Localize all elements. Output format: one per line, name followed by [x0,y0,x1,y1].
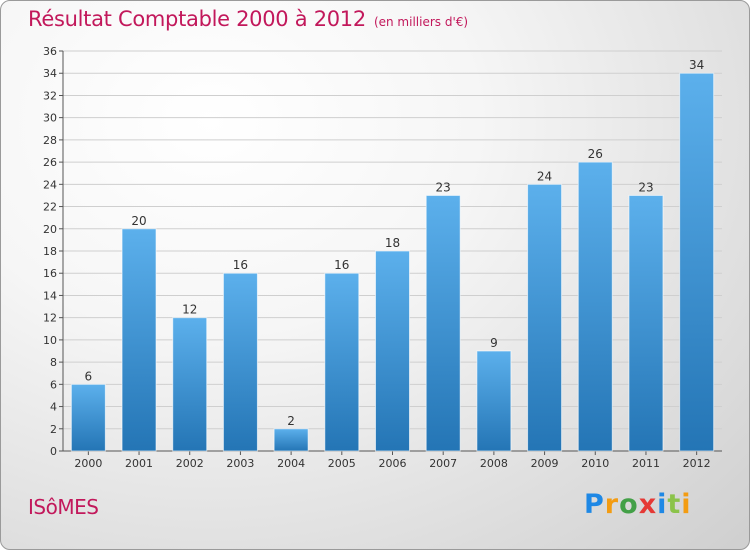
bar [628,194,664,452]
proxiti-logo: Proxiti [584,489,692,520]
y-tick-label: 16 [43,267,57,280]
x-tick-label: 2006 [379,457,407,470]
bar-value-label: 23 [436,180,451,194]
bar [70,383,106,452]
y-tick-label: 20 [43,223,57,236]
bar-value-label: 2 [287,414,295,428]
bar-value-label: 23 [638,180,653,194]
x-tick-label: 2000 [74,457,102,470]
x-tick-label: 2004 [277,457,305,470]
y-tick-label: 22 [43,201,57,214]
bar [222,272,258,452]
bar-value-label: 12 [182,303,197,317]
bar [324,272,360,452]
bar [172,317,208,452]
y-tick-label: 34 [43,67,57,80]
x-tick-label: 2011 [632,457,660,470]
bar-value-label: 34 [689,58,704,72]
x-tick-label: 2005 [328,457,356,470]
bar-value-label: 16 [334,258,349,272]
x-tick-label: 2001 [125,457,153,470]
bar [527,183,563,452]
x-tick-label: 2008 [480,457,508,470]
commune-name: ISôMES [28,495,99,519]
logo-letter: o [619,489,639,520]
bar-value-label: 24 [537,169,552,183]
bars [70,72,715,452]
chart-title-text: Résultat Comptable 2000 à 2012 [28,7,366,31]
logo-letter: x [638,489,658,520]
y-tick-label: 4 [50,401,57,414]
bar [476,350,512,452]
y-tick-label: 30 [43,112,57,125]
bar [577,161,613,452]
bar-value-label: 18 [385,236,400,250]
y-tick-label: 24 [43,178,57,191]
y-tick-label: 14 [43,289,57,302]
logo-letter: r [604,489,620,520]
y-tick-label: 26 [43,156,57,169]
logo-letter: P [584,489,605,520]
y-tick-label: 6 [50,378,57,391]
y-tick-label: 10 [43,334,57,347]
y-tick-label: 8 [50,356,57,369]
bar-value-label: 9 [490,336,498,350]
y-tick-label: 2 [50,423,57,436]
x-tick-label: 2009 [531,457,559,470]
bar [375,250,410,452]
bar [273,428,309,452]
logo-letter: i [681,489,692,520]
bar [121,228,157,452]
y-tick-label: 32 [43,89,57,102]
x-tick-label: 2012 [683,457,711,470]
bar-value-label: 16 [233,258,248,272]
x-tick-label: 2007 [429,457,457,470]
bar [425,194,461,452]
y-tick-label: 36 [43,45,57,58]
chart-subtitle: (en milliers d'€) [373,15,469,29]
bar-value-label: 6 [85,369,93,383]
y-tick-label: 18 [43,245,57,258]
logo-letter: t [667,489,682,520]
x-tick-label: 2002 [176,457,204,470]
chart-title: Résultat Comptable 2000 à 2012 (en millie… [28,7,468,31]
x-tick-label: 2010 [581,457,609,470]
labels: 2000 6 2001 20 2002 12 2003 16 2004 2 2005 16 2006 18… [74,58,710,470]
bar-value-label: 26 [588,147,603,161]
bar-value-label: 20 [131,214,146,228]
y-tick-label: 0 [50,445,57,458]
y-tick-label: 12 [43,312,57,325]
logo-letter: i [657,489,668,520]
y-tick-label: 28 [43,134,57,147]
x-tick-label: 2003 [226,457,254,470]
bar [679,72,715,452]
